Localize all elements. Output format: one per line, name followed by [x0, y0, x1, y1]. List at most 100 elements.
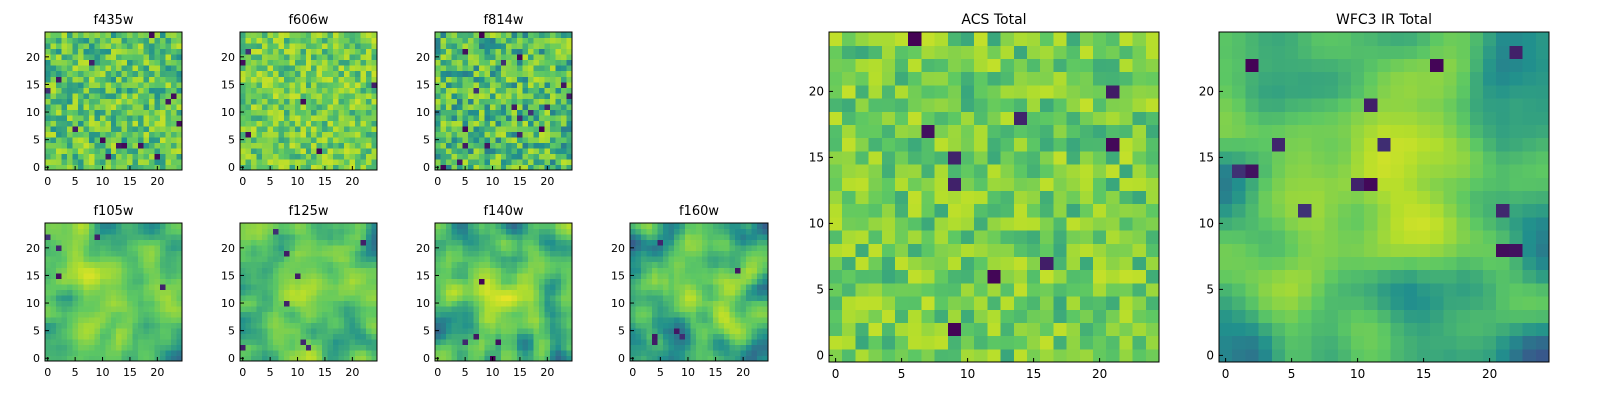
heatmap-cell: [355, 164, 362, 171]
heatmap-cell: [467, 272, 474, 279]
heatmap-cell: [511, 250, 518, 257]
heatmap-cell: [451, 147, 458, 155]
heatmap-cell: [311, 131, 318, 138]
heatmap-cell: [641, 311, 648, 318]
heatmap-cell: [696, 327, 703, 334]
heatmap-cell: [127, 261, 134, 268]
heatmap-cell: [66, 333, 73, 340]
heatmap-cell: [83, 223, 90, 230]
heatmap-cell: [83, 355, 90, 362]
heatmap-cell: [149, 322, 156, 329]
heatmap-cell: [723, 267, 730, 274]
heatmap-cell: [756, 355, 764, 362]
heatmap-cell: [66, 272, 73, 279]
heatmap-cell: [256, 158, 263, 166]
heatmap-cell: [349, 349, 356, 357]
heatmap-cell: [283, 32, 290, 39]
heatmap-cell: [723, 278, 730, 285]
heatmap-cell: [561, 114, 568, 121]
heatmap-cell: [566, 333, 573, 340]
heatmap-cell: [149, 256, 156, 263]
heatmap-cell: [333, 48, 340, 55]
heatmap-cell: [555, 228, 562, 235]
heatmap-cell: [371, 261, 378, 268]
heatmap-cell: [250, 327, 258, 334]
heatmap-cell: [355, 333, 362, 340]
heatmap-cell: [77, 125, 84, 132]
heatmap-cell: [272, 136, 279, 143]
heatmap-cell: [99, 142, 106, 149]
heatmap-cell: [116, 43, 123, 50]
heatmap-cell: [176, 338, 183, 346]
heatmap-cell: [45, 70, 52, 77]
heatmap-cell: [160, 103, 167, 110]
heatmap-cell: [305, 338, 312, 346]
heatmap-cell: [300, 48, 307, 55]
heatmap-cell: [696, 223, 703, 230]
heatmap-cell: [149, 65, 156, 72]
heatmap-cell: [110, 109, 117, 116]
heatmap-cell: [544, 349, 551, 357]
heatmap-cell: [94, 92, 101, 99]
heatmap-cell: [154, 267, 161, 274]
heatmap-cell: [987, 137, 1002, 152]
heatmap-cell: [1145, 309, 1160, 323]
heatmap-cell: [333, 32, 340, 39]
heatmap-cell: [165, 142, 172, 149]
heatmap-cell: [88, 239, 95, 246]
heatmap-cell: [371, 289, 378, 296]
heatmap-cell: [533, 125, 540, 132]
heatmap-cell: [635, 223, 642, 230]
heatmap-cell: [707, 239, 714, 246]
heatmap-cell: [305, 59, 312, 66]
heatmap-cell: [511, 158, 518, 166]
heatmap-cell: [473, 76, 480, 83]
heatmap-cell: [105, 250, 112, 257]
heatmap-cell: [272, 289, 279, 296]
heatmap-cell: [132, 283, 139, 290]
heatmap-cell: [701, 283, 708, 290]
heatmap-cell: [522, 223, 529, 230]
heatmap-cell: [311, 294, 318, 301]
y-tick-label: 0: [423, 352, 430, 365]
heatmap-cell: [165, 120, 172, 127]
heatmap-cell: [473, 261, 480, 268]
heatmap-cell: [344, 65, 351, 72]
heatmap-cell: [1145, 150, 1160, 165]
heatmap-cell: [83, 239, 90, 246]
heatmap-cell: [539, 153, 546, 160]
heatmap-cell: [451, 65, 458, 72]
heatmap-cell: [88, 120, 95, 127]
heatmap-cell: [484, 153, 491, 160]
heatmap-cell: [322, 158, 329, 166]
heatmap-cell: [522, 278, 529, 285]
heatmap-cell: [261, 103, 268, 110]
heatmap-cell: [261, 153, 268, 160]
heatmap-cell: [511, 294, 518, 301]
heatmap-cell: [566, 250, 573, 257]
heatmap-cell: [278, 48, 285, 55]
heatmap-cell: [1066, 124, 1081, 139]
heatmap-cell: [528, 48, 535, 55]
heatmap-cell: [473, 48, 480, 55]
heatmap-cell: [355, 54, 362, 61]
heatmap-cell: [294, 239, 301, 246]
heatmap-cell: [240, 349, 247, 357]
heatmap-cell: [842, 282, 856, 297]
heatmap-cell: [283, 81, 290, 88]
heatmap-cell: [539, 98, 546, 105]
heatmap-cell: [45, 98, 52, 105]
heatmap-cell: [349, 228, 356, 235]
heatmap-cell: [881, 335, 896, 350]
heatmap-cell: [256, 109, 263, 116]
heatmap-cell: [1000, 164, 1015, 178]
heatmap-cell: [555, 87, 562, 94]
heatmap-cell: [561, 349, 568, 357]
heatmap-cell: [50, 109, 57, 116]
heatmap-cell: [751, 338, 758, 346]
heatmap-cell: [462, 333, 469, 340]
heatmap-cell: [484, 294, 491, 301]
heatmap-cell: [440, 65, 447, 72]
y-tick-label: 0: [618, 352, 625, 365]
heatmap-cell: [522, 37, 529, 44]
